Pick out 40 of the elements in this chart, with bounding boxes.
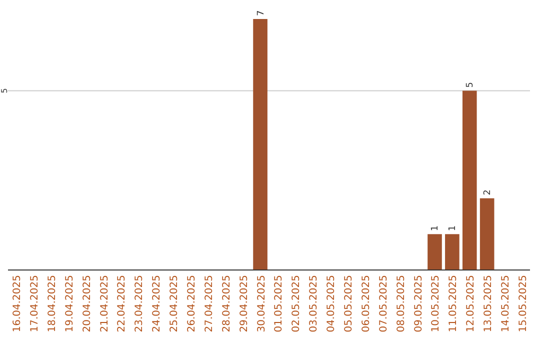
x-tick-label: 18.04.2025 [46,275,58,332]
x-tick-label: 09.05.2025 [413,275,424,332]
x-tick-label: 14.05.2025 [500,275,512,332]
bar [480,198,494,270]
x-tick-label: 22.04.2025 [116,275,128,332]
x-tick-label: 25.04.2025 [169,275,180,332]
x-tick-label: 07.05.2025 [378,275,390,332]
x-tick-label: 20.04.2025 [82,275,93,332]
bar [445,234,460,270]
x-tick-label: 13.05.2025 [483,275,494,332]
x-tick-label: 04.05.2025 [326,275,338,332]
data-label: 1 [448,225,458,232]
x-tick-label: 06.05.2025 [360,275,372,332]
x-tick-label: 16.04.2025 [12,275,24,332]
x-tick-label: 23.04.2025 [134,275,146,332]
x-tick-label: 15.05.2025 [518,275,529,332]
x-tick-label: 02.05.2025 [291,275,302,332]
x-tick-label: 28.04.2025 [221,275,232,332]
x-tick-label: 03.05.2025 [308,275,320,332]
x-tick-label: 26.04.2025 [186,275,198,332]
data-label: 2 [483,190,494,196]
x-tick-label: 08.05.2025 [396,275,407,332]
x-tick-label: 11.05.2025 [448,275,460,332]
x-tick-label: 12.05.2025 [466,275,477,332]
data-label: 5 [466,82,476,88]
x-tick-label: 19.04.2025 [64,275,76,332]
x-tick-label: 17.04.2025 [29,275,40,332]
bar [253,19,268,270]
x-tick-label: 30.04.2025 [256,275,268,332]
data-label: 7 [256,10,266,16]
x-tick-label: 29.04.2025 [238,275,250,332]
x-tick-label: 27.04.2025 [204,275,215,332]
x-tick-label: 21.04.2025 [99,275,110,332]
bar [428,234,442,270]
x-tick-label: 24.04.2025 [152,275,163,332]
data-label: 1 [430,225,441,232]
x-tick-label: 01.05.2025 [274,275,285,332]
x-tick-label: 10.05.2025 [430,275,442,332]
bar [462,90,477,270]
x-tick-label: 05.05.2025 [344,275,355,332]
